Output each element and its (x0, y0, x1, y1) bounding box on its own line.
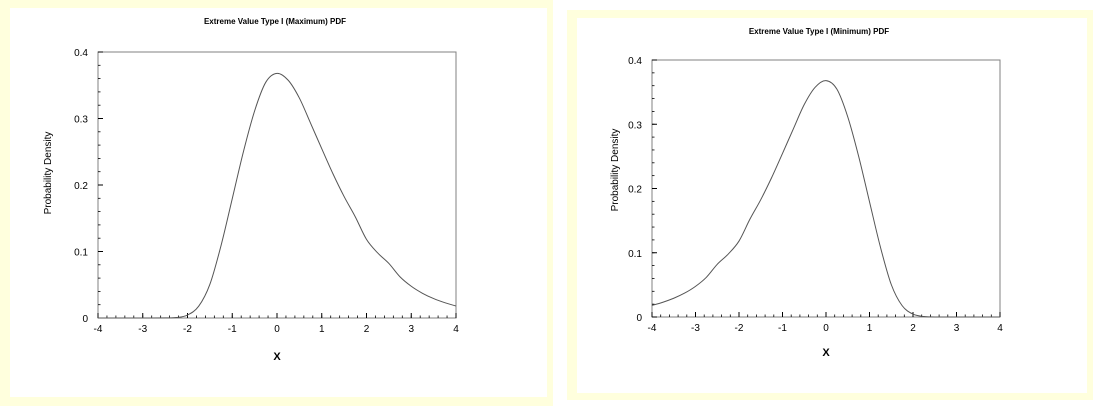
chart-title: Extreme Value Type I (Maximum) PDF (204, 17, 346, 26)
x-axis-label: X (822, 347, 830, 359)
pdf-curve (651, 80, 1000, 318)
y-tick-label: 0 (82, 314, 88, 325)
chart-svg-minimum: Extreme Value Type I (Minimum) PDF Proba… (610, 27, 1003, 359)
plot-frame (651, 59, 1001, 318)
chart-panel-maximum: Extreme Value Type I (Maximum) PDF Proba… (0, 0, 553, 406)
x-tick-label: -4 (94, 324, 103, 335)
x-tick-label: 4 (453, 324, 459, 335)
x-tick-label: -3 (138, 324, 147, 335)
y-tick-label: 0.4 (74, 48, 88, 59)
y-tick-label: 0.3 (74, 115, 88, 126)
pdf-curve (98, 72, 457, 319)
chart-title: Extreme Value Type I (Minimum) PDF (749, 27, 889, 36)
plot-area: Extreme Value Type I (Maximum) PDF Proba… (10, 8, 547, 397)
y-tick-label: 0.2 (74, 181, 88, 192)
x-tick-label: 2 (364, 324, 370, 335)
plot-area: Extreme Value Type I (Minimum) PDF Proba… (577, 18, 1087, 393)
x-tick-label: 2 (910, 323, 916, 334)
x-tick-label: 0 (823, 323, 829, 334)
y-tick-label: 0.2 (628, 185, 642, 196)
x-tick-label: 3 (408, 324, 414, 335)
y-tick-label: 0.1 (628, 249, 642, 260)
x-tick-label: -2 (183, 324, 192, 335)
y-axis-label: Probability Density (610, 129, 621, 212)
y-tick-label: 0 (636, 313, 642, 324)
x-tick-label: 4 (997, 323, 1003, 334)
x-tick-label: -4 (648, 323, 657, 334)
y-tick-label: 0.3 (628, 120, 642, 131)
plot-frame (97, 51, 457, 319)
x-tick-label: 1 (319, 324, 325, 335)
x-tick-label: 0 (274, 324, 280, 335)
x-tick-label: 3 (954, 323, 960, 334)
chart-panel-minimum: Extreme Value Type I (Minimum) PDF Proba… (567, 10, 1093, 400)
chart-svg-maximum: Extreme Value Type I (Maximum) PDF Proba… (43, 17, 459, 363)
x-tick-label: -3 (691, 323, 700, 334)
x-axis-label: X (273, 351, 281, 363)
x-tick-label: -1 (228, 324, 237, 335)
y-axis-label: Probability Density (43, 132, 54, 215)
x-tick-label: -1 (778, 323, 787, 334)
x-tick-label: 1 (867, 323, 873, 334)
y-tick-label: 0.4 (628, 56, 642, 67)
y-tick-label: 0.1 (74, 248, 88, 259)
x-tick-label: -2 (735, 323, 744, 334)
